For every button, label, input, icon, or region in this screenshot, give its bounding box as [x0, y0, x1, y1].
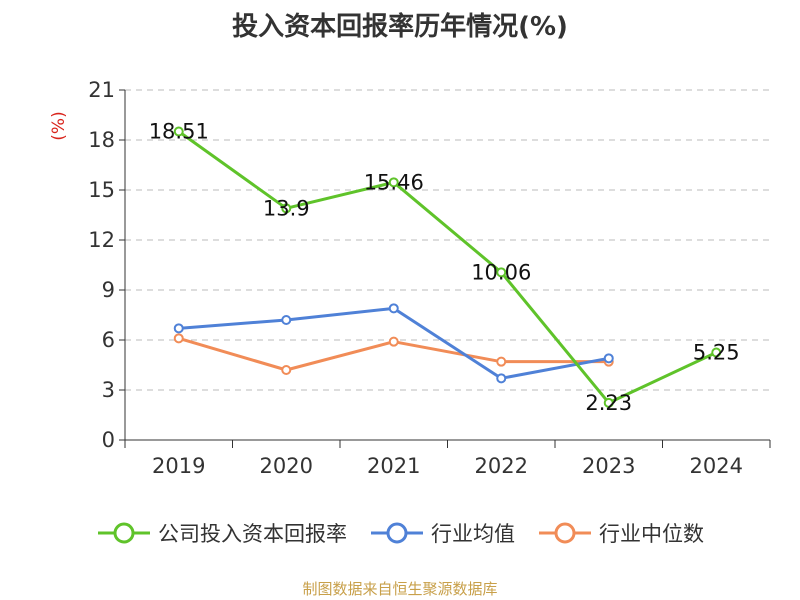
- data-label: 2.23: [585, 391, 632, 415]
- data-point-series-3[interactable]: [173, 333, 184, 344]
- data-label: 15.46: [364, 170, 424, 194]
- data-point-series-1[interactable]: [496, 267, 507, 278]
- data-point-series-3[interactable]: [496, 356, 507, 367]
- y-tick-label: 21: [88, 78, 115, 102]
- y-tick-label: 3: [102, 378, 115, 402]
- data-point-series-3[interactable]: [281, 365, 292, 375]
- legend-label-series-1: 公司投入资本回报率: [158, 522, 347, 546]
- data-point-series-2[interactable]: [603, 353, 614, 364]
- legend-item-series-1[interactable]: 公司投入资本回报率: [96, 518, 347, 548]
- data-point-series-2[interactable]: [173, 323, 184, 334]
- legend-item-series-3[interactable]: 行业中位数: [537, 518, 704, 548]
- data-point-series-1[interactable]: [281, 203, 292, 214]
- data-point-series-2[interactable]: [496, 373, 507, 384]
- legend-line-marker-icon: [371, 522, 423, 544]
- y-tick-label: 0: [102, 428, 115, 452]
- x-tick-label: 2019: [152, 454, 205, 478]
- legend-line-marker-icon: [539, 522, 591, 544]
- data-point-series-1[interactable]: [711, 347, 722, 358]
- legend-item-series-2[interactable]: 行业均值: [369, 518, 515, 548]
- y-axis-unit-label: (%): [49, 111, 69, 140]
- y-tick-label: 12: [88, 228, 115, 252]
- y-tick-label: 18: [88, 128, 115, 152]
- data-point-series-1[interactable]: [603, 397, 614, 408]
- data-point-series-1[interactable]: [173, 126, 184, 137]
- chart-title: 投入资本回报率历年情况(%): [232, 12, 568, 42]
- legend-label-series-3: 行业中位数: [599, 522, 704, 546]
- source-note: 制图数据来自恒生聚源数据库: [302, 580, 498, 598]
- data-label: 10.06: [471, 260, 531, 284]
- data-point-series-3[interactable]: [388, 336, 399, 347]
- data-label: 13.9: [263, 196, 310, 220]
- legend-label-series-2: 行业均值: [431, 522, 515, 546]
- series-line-1: [177, 130, 717, 405]
- x-tick-label: 2022: [475, 454, 528, 478]
- y-tick-label: 6: [102, 328, 115, 352]
- data-point-series-2[interactable]: [388, 303, 399, 314]
- x-tick-label: 2020: [260, 454, 313, 478]
- x-tick-label: 2023: [582, 454, 635, 478]
- data-point-series-2[interactable]: [281, 315, 292, 325]
- legend: 公司投入资本回报率 行业均值 行业中位数: [0, 518, 800, 548]
- legend-line-marker-icon: [98, 522, 150, 544]
- y-tick-label: 15: [88, 178, 115, 202]
- data-point-series-1[interactable]: [388, 177, 399, 188]
- x-tick-label: 2021: [367, 454, 420, 478]
- y-tick-label: 9: [102, 278, 115, 302]
- data-label: 5.25: [693, 341, 740, 365]
- x-tick-label: 2024: [690, 454, 743, 478]
- data-label: 18.51: [149, 120, 209, 144]
